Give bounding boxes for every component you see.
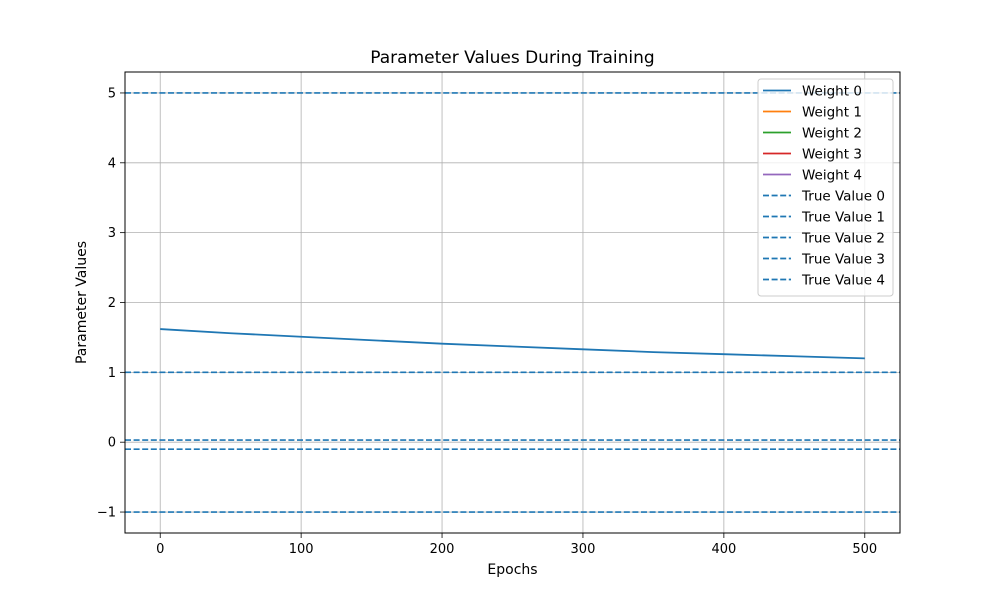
x-tick-label: 500	[852, 542, 877, 557]
legend-label: True Value 4	[801, 273, 885, 289]
legend-box	[757, 78, 894, 297]
y-axis-title: Parameter Values	[74, 241, 90, 364]
legend-label: True Value 2	[801, 231, 885, 247]
x-tick-label: 100	[289, 542, 314, 557]
y-tick-label: 2	[108, 296, 116, 311]
legend-label: Weight 1	[802, 105, 862, 121]
x-axis-title: Epochs	[487, 562, 537, 578]
legend-label: Weight 0	[802, 84, 862, 100]
x-tick-label: 300	[571, 542, 596, 557]
series-line	[160, 328, 865, 360]
axis-ticks: 0 100 200 300 400 500 −1 0 1 2 3 4 5	[97, 86, 877, 557]
legend-label: Weight 4	[802, 168, 862, 184]
legend-label: True Value 0	[801, 189, 885, 205]
x-tick-label: 200	[430, 542, 455, 557]
x-tick-label: 400	[711, 542, 736, 557]
legend-label: True Value 3	[801, 252, 885, 268]
legend-label: True Value 1	[801, 210, 885, 226]
y-tick-label: 0	[108, 436, 116, 451]
y-tick-label: 1	[108, 366, 116, 381]
y-tick-label: −1	[97, 506, 116, 521]
x-tick-label: 0	[156, 542, 164, 557]
y-tick-label: 4	[108, 156, 116, 171]
legend-label: Weight 2	[802, 126, 862, 142]
chart-title: Parameter Values During Training	[370, 48, 654, 68]
legend-label: Weight 3	[802, 147, 862, 163]
legend: Weight 0 Weight 1 Weight 2 Weight 3 Weight 4…	[757, 78, 894, 297]
series-lines	[160, 328, 865, 360]
y-tick-label: 3	[108, 226, 116, 241]
y-tick-label: 5	[108, 86, 116, 101]
